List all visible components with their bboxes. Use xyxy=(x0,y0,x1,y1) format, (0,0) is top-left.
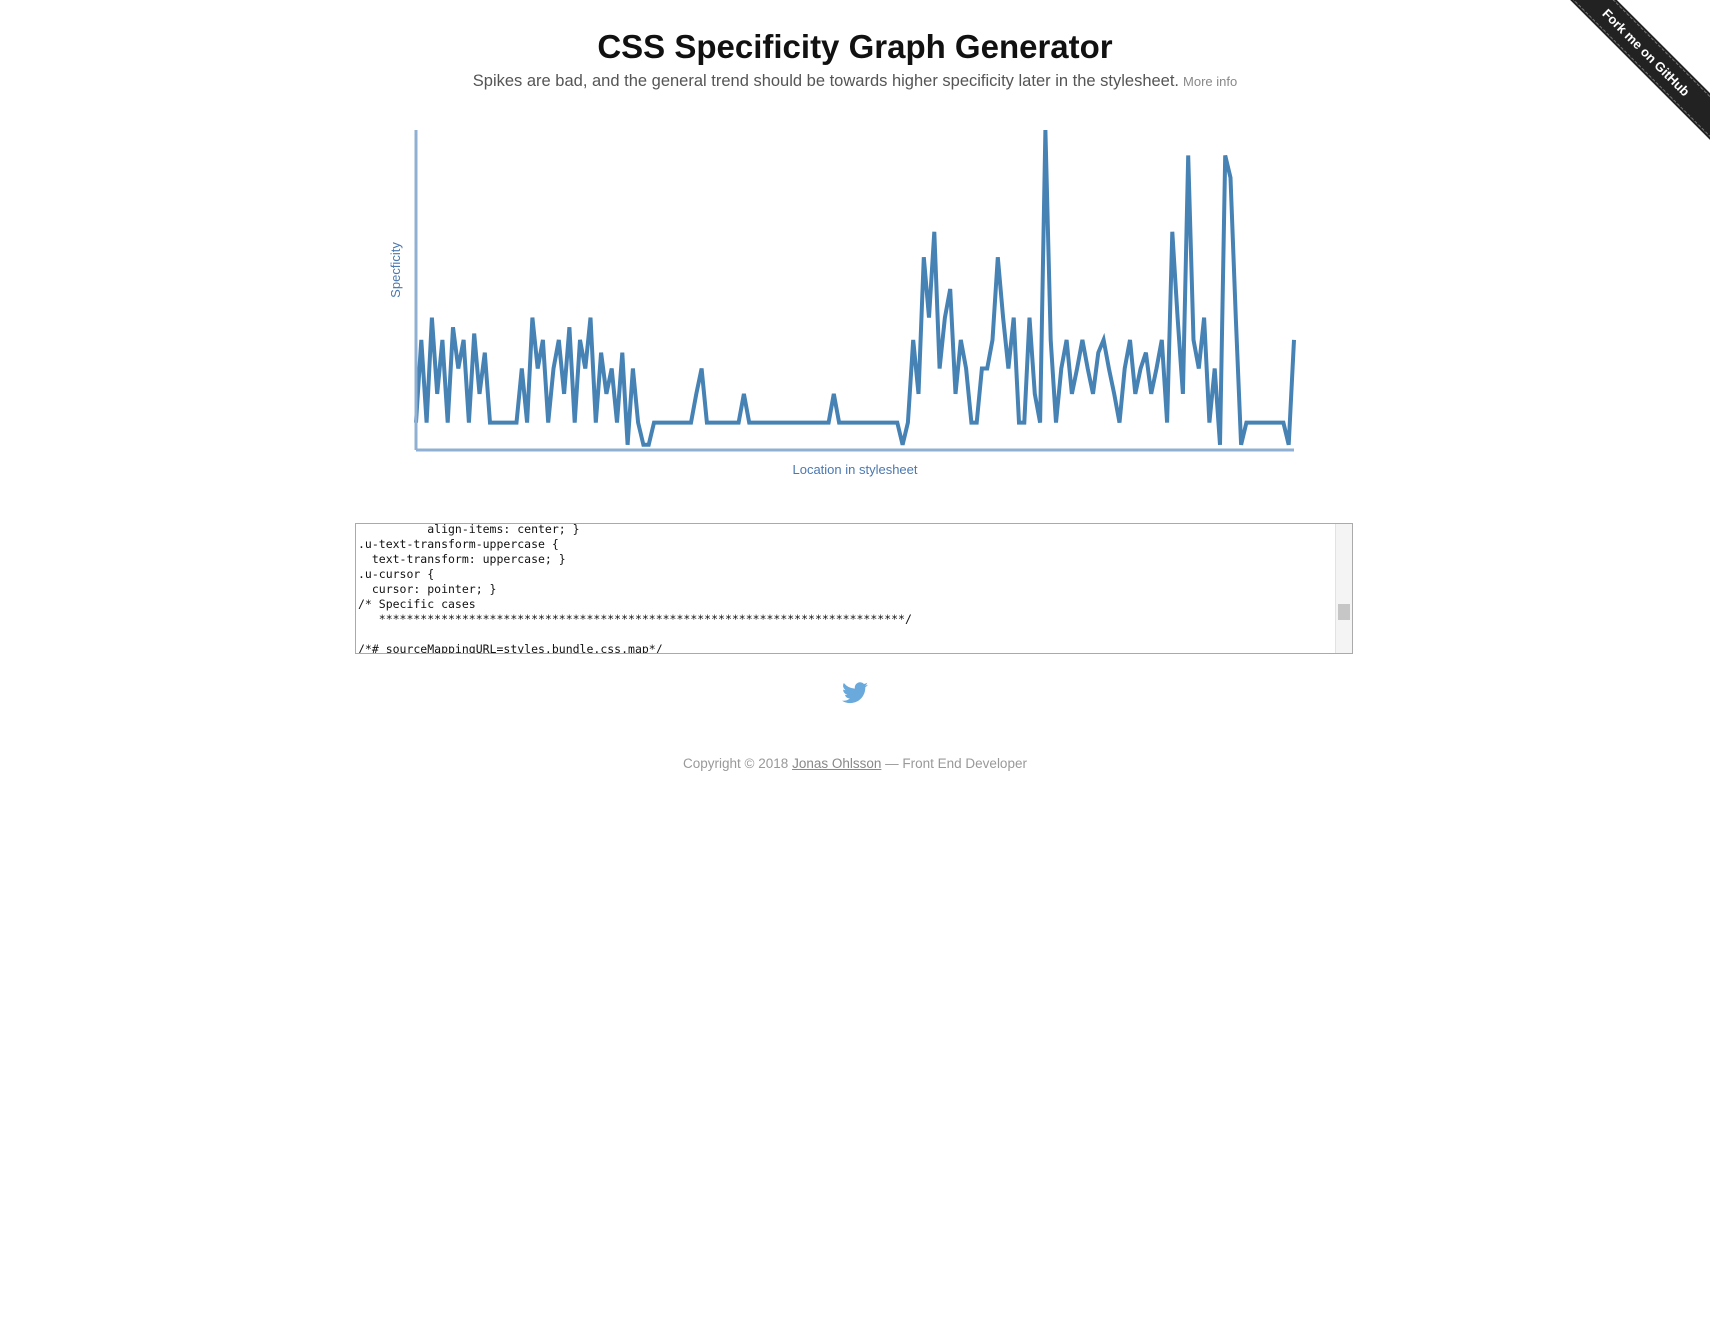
code-line: ****************************************… xyxy=(358,612,912,626)
subtitle-text: Spikes are bad, and the general trend sh… xyxy=(472,72,1180,90)
code-line: .u-cursor { xyxy=(358,567,435,581)
y-axis-label: Specficity xyxy=(388,242,403,298)
specificity-line xyxy=(414,129,1296,447)
twitter-icon[interactable] xyxy=(842,682,868,704)
subtitle: Spikes are bad, and the general trend sh… xyxy=(0,72,1710,91)
author-role: — Front End Developer xyxy=(885,756,1027,771)
chart: Specficity Location in stylesheet xyxy=(388,129,1296,477)
code-line: /* Specific cases xyxy=(358,597,476,611)
code-lines: align-items: center; } .u-text-transform-… xyxy=(358,523,912,654)
css-input[interactable]: align-items: center; } .u-text-transform-… xyxy=(355,523,1353,654)
footer: Copyright © 2018 Jonas Ohlsson — Front E… xyxy=(0,756,1710,771)
more-info-link[interactable]: More info xyxy=(1183,74,1238,89)
code-line: /*# sourceMappingURL=styles.bundle.css.m… xyxy=(358,642,663,654)
code-line: cursor: pointer; } xyxy=(358,582,497,596)
author-link[interactable]: Jonas Ohlsson xyxy=(792,756,882,771)
code-line: .u-text-transform-uppercase { xyxy=(358,537,559,551)
page-title: CSS Specificity Graph Generator xyxy=(597,28,1113,65)
scroll-thumb[interactable] xyxy=(1338,604,1350,620)
x-axis-label: Location in stylesheet xyxy=(792,462,917,477)
scrollbar[interactable] xyxy=(1335,524,1352,653)
code-line xyxy=(358,627,912,642)
code-line: align-items: center; } xyxy=(358,523,580,536)
code-line: text-transform: uppercase; } xyxy=(358,552,566,566)
copyright: Copyright © 2018 xyxy=(683,756,789,771)
